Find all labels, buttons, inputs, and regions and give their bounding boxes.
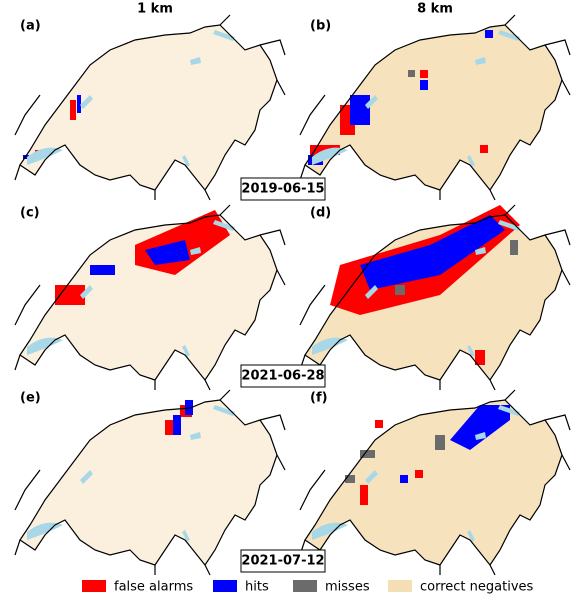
legend: false alarms hits misses correct negatives	[82, 580, 534, 595]
map-1km	[14, 389, 286, 576]
panel-label: (f)	[310, 391, 328, 406]
column-title: 8 km	[417, 2, 453, 17]
panel-label: (b)	[310, 19, 331, 34]
column-title: 1 km	[137, 2, 173, 17]
legend-label: misses	[325, 580, 370, 595]
date: 2019-06-15	[241, 182, 324, 197]
date: 2021-07-12	[241, 554, 324, 569]
legend-label: hits	[245, 580, 269, 595]
map-8km	[299, 14, 571, 201]
date: 2021-06-28	[241, 369, 324, 384]
panel-label: (d)	[310, 206, 331, 221]
legend-label: correct negatives	[420, 580, 534, 595]
legend-swatch	[213, 580, 237, 592]
map-8km	[299, 389, 571, 576]
date-box: 2019-06-15 2021-06-28 2021-07-12	[240, 177, 326, 573]
map-1km	[14, 204, 286, 391]
map-8km	[299, 204, 571, 391]
legend-label: false alarms	[114, 580, 193, 595]
panel-label: (a)	[20, 19, 41, 34]
panel-label: (c)	[20, 206, 40, 221]
legend-swatch	[388, 580, 412, 592]
map-1km	[14, 14, 286, 201]
legend-swatch	[293, 580, 317, 592]
panel-label: (e)	[20, 391, 41, 406]
legend-swatch	[82, 580, 106, 592]
